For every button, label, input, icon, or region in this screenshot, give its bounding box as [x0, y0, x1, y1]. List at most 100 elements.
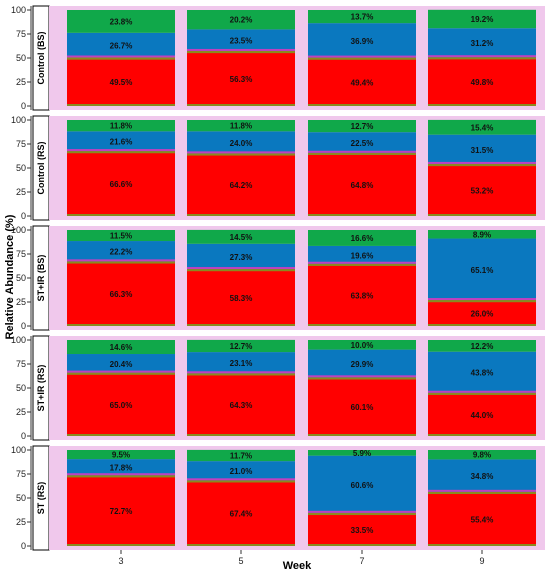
bar-segment-red	[428, 58, 536, 106]
bar-value-label: 27.3%	[230, 253, 253, 262]
bar-value-label: 22.2%	[110, 248, 133, 257]
bar-segment-minor	[67, 259, 175, 262]
bar-segment-minor	[308, 152, 416, 155]
bar-value-label: 43.8%	[471, 369, 494, 378]
bar-value-label: 12.2%	[471, 342, 494, 351]
bar-segment-red	[308, 264, 416, 326]
y-tick-label: 75	[16, 249, 26, 259]
bar-segment-minor	[308, 150, 416, 153]
bar-segment-minor	[428, 214, 536, 216]
bar-segment-minor	[308, 377, 416, 380]
bar-value-label: 21.6%	[110, 138, 133, 147]
bar-segment-red	[67, 476, 175, 546]
bar-value-label: 36.9%	[351, 37, 374, 46]
bar-segment-green	[67, 340, 175, 355]
bar-value-label: 8.9%	[473, 230, 491, 239]
facet-panel: Control (RS)025507510066.6%21.6%11.8%64.…	[11, 115, 545, 221]
facet-panel: Control (BS) 0 25 50 75 100 49.5% 26.7% 23.8% 56.…	[11, 5, 545, 111]
y-tick-label: 75	[16, 139, 26, 149]
bar-value-label: 20.4%	[110, 360, 133, 369]
bar-segment-minor	[67, 372, 175, 375]
y-tick-label: 25	[16, 517, 26, 527]
bar-segment-blue	[187, 243, 295, 271]
bar-value-label: 34.8%	[471, 472, 494, 481]
bar-segment-green	[308, 120, 416, 133]
bar-segment-minor	[428, 392, 536, 395]
bar-value-label: 23.5%	[230, 37, 253, 46]
bar-segment-green	[187, 120, 295, 132]
bar-value-label: 23.1%	[230, 359, 253, 368]
bar-value-label: 12.7%	[351, 122, 374, 131]
bar-value-label: 21.0%	[230, 467, 253, 476]
bar-segment-green	[308, 340, 416, 350]
y-tick-label: 100	[11, 225, 26, 235]
bar-segment-minor	[187, 434, 295, 436]
stacked-bar: 49.5% 26.7% 23.8%	[67, 10, 175, 106]
y-tick-label: 50	[16, 53, 26, 63]
x-axis-title: Week	[283, 560, 312, 572]
bar-segment-green	[67, 120, 175, 132]
bar-value-label: 11.8%	[230, 122, 252, 131]
stacked-bar: 44.0% 43.8% 12.2%	[428, 340, 536, 436]
facet-strip-label: ST (RS)	[36, 482, 46, 515]
bar-segment-minor	[187, 214, 295, 216]
facet-panel: ST+IR (BS) 0 25 50 75 100 66.3% 22.2% 11.5% 58.3%…	[11, 225, 545, 331]
bar-segment-red	[428, 492, 536, 546]
bar-segment-minor	[67, 475, 175, 478]
bar-segment-green	[428, 230, 536, 239]
bar-value-label: 60.1%	[351, 403, 374, 412]
y-tick-label: 75	[16, 359, 26, 369]
facet-strip-label: Control (BS)	[36, 32, 46, 85]
bar-segment-minor	[428, 104, 536, 106]
bar-value-label: 17.8%	[110, 464, 133, 473]
bar-segment-minor	[428, 434, 536, 436]
bar-value-label: 13.7%	[351, 13, 374, 22]
y-tick-label: 25	[16, 77, 26, 87]
bar-value-label: 58.3%	[230, 294, 253, 303]
bar-segment-minor	[187, 324, 295, 326]
bar-value-label: 19.6%	[351, 251, 374, 260]
bar-segment-minor	[67, 149, 175, 152]
bar-value-label: 31.2%	[471, 39, 494, 48]
x-tick-label: 3	[118, 556, 123, 566]
bar-segment-green	[187, 229, 295, 244]
y-tick-label: 0	[21, 541, 26, 551]
bar-segment-minor	[308, 263, 416, 266]
bar-segment-green	[428, 450, 536, 460]
bar-segment-minor	[308, 261, 416, 264]
bar-segment-minor	[187, 373, 295, 376]
bar-segment-red	[187, 481, 295, 546]
bar-segment-minor	[308, 510, 416, 513]
bar-value-label: 64.2%	[230, 181, 253, 190]
facet-strip-label: ST+IR (BS)	[36, 255, 46, 302]
bar-segment-green	[428, 340, 536, 352]
bar-value-label: 10.0%	[351, 341, 374, 350]
bar-segment-blue	[67, 459, 175, 477]
bar-segment-minor	[187, 153, 295, 156]
facet-strip-label: Control (RS)	[36, 142, 46, 195]
x-tick-label: 5	[238, 556, 243, 566]
bar-segment-minor	[187, 267, 295, 270]
bar-segment-minor	[428, 57, 536, 60]
bar-segment-blue	[187, 352, 295, 375]
bar-value-label: 15.4%	[471, 123, 494, 132]
bar-segment-minor	[187, 151, 295, 154]
stacked-bar: 67.4% 21.0% 11.7%	[187, 449, 295, 546]
bar-value-label: 22.5%	[351, 139, 374, 148]
bar-value-label: 72.7%	[110, 507, 133, 516]
bar-value-label: 11.8%	[110, 122, 132, 131]
stacked-bar: 65.0% 20.4% 14.6%	[67, 340, 175, 436]
facet-panel: ST+IR (RS) 0 25 50 75 100 65.0% 20.4% 14.6% 64.3%…	[11, 335, 545, 441]
bar-segment-minor	[67, 214, 175, 216]
bar-segment-minor	[428, 491, 536, 495]
bar-segment-minor	[428, 489, 536, 492]
bar-segment-red	[67, 262, 175, 326]
y-tick-label: 50	[16, 163, 26, 173]
bar-value-label: 49.5%	[110, 78, 133, 87]
bar-segment-red	[428, 301, 536, 326]
bar-value-label: 26.7%	[110, 42, 133, 51]
bar-segment-blue	[67, 32, 175, 59]
stacked-bar: 72.7% 17.8% 9.5%	[67, 450, 175, 546]
bar-segment-blue	[308, 132, 416, 154]
bar-segment-blue	[187, 131, 295, 155]
